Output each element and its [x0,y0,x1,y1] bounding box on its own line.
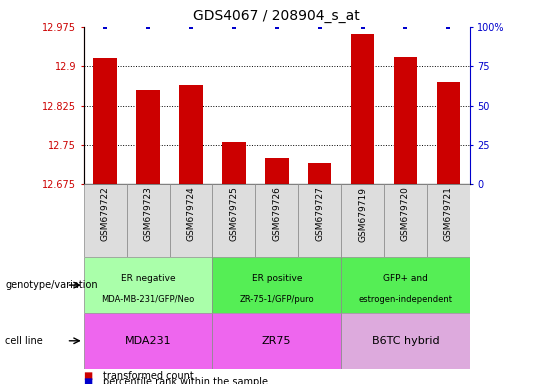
Text: GSM679722: GSM679722 [100,187,110,241]
Text: ■: ■ [84,371,96,381]
Bar [308,163,332,184]
Text: GSM679721: GSM679721 [444,187,453,242]
Bar [341,184,384,257]
Bar [255,184,298,257]
Bar [84,257,212,313]
Text: GSM679719: GSM679719 [358,187,367,242]
Bar [265,158,288,184]
Text: GSM679723: GSM679723 [144,187,153,242]
Bar [84,184,126,257]
Bar [394,57,417,184]
Text: GSM679726: GSM679726 [272,187,281,242]
Bar [126,184,170,257]
Text: B6TC hybrid: B6TC hybrid [372,336,439,346]
Text: ZR75: ZR75 [262,336,292,346]
Bar [136,90,160,184]
Bar [212,313,341,369]
Bar [341,313,470,369]
Text: GSM679727: GSM679727 [315,187,324,242]
Text: GSM679720: GSM679720 [401,187,410,242]
Bar [93,58,117,184]
Text: estrogen-independent: estrogen-independent [359,295,453,303]
Text: genotype/variation: genotype/variation [5,280,98,290]
Text: MDA-MB-231/GFP/Neo: MDA-MB-231/GFP/Neo [102,295,195,303]
Bar [212,257,341,313]
Text: GFP+ and: GFP+ and [383,274,428,283]
Bar [170,184,212,257]
Bar [179,84,202,184]
Bar [298,184,341,257]
Bar [341,257,470,313]
Bar [436,82,460,184]
Text: ER positive: ER positive [252,274,302,283]
Bar [212,184,255,257]
Bar [427,184,470,257]
Text: ZR-75-1/GFP/puro: ZR-75-1/GFP/puro [239,295,314,303]
Bar [222,142,246,184]
Text: ER negative: ER negative [121,274,176,283]
Text: transformed count: transformed count [103,371,193,381]
Bar [84,313,212,369]
Text: percentile rank within the sample: percentile rank within the sample [103,377,268,384]
Title: GDS4067 / 208904_s_at: GDS4067 / 208904_s_at [193,9,360,23]
Text: cell line: cell line [5,336,43,346]
Text: MDA231: MDA231 [125,336,171,346]
Bar [351,34,374,184]
Bar [384,184,427,257]
Text: ■: ■ [84,377,96,384]
Text: GSM679725: GSM679725 [230,187,238,242]
Text: GSM679724: GSM679724 [186,187,195,241]
